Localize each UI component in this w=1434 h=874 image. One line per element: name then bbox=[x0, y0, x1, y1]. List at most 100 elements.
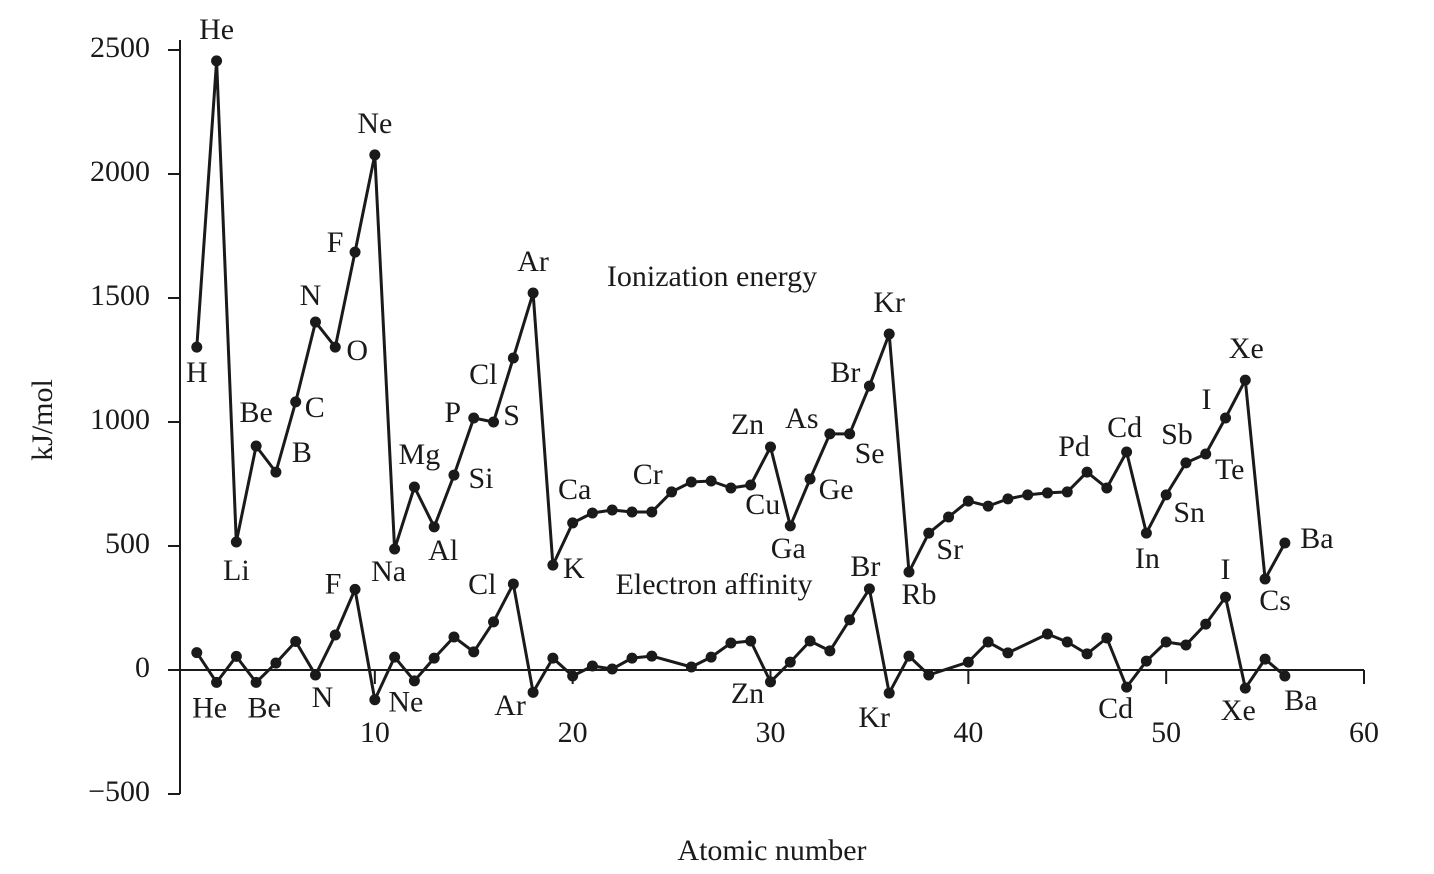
data-point bbox=[389, 651, 401, 663]
data-point bbox=[369, 149, 381, 161]
data-point bbox=[1200, 618, 1212, 630]
x-tick-label: 50 bbox=[1151, 716, 1181, 749]
point-label: Se bbox=[855, 437, 885, 470]
data-point bbox=[824, 428, 836, 440]
point-label: Be bbox=[247, 691, 280, 724]
data-point bbox=[250, 676, 262, 688]
data-point bbox=[1121, 446, 1133, 458]
data-point bbox=[211, 676, 223, 688]
series-name: Electron affinity bbox=[616, 568, 813, 601]
data-point bbox=[488, 616, 500, 628]
data-point bbox=[725, 637, 737, 649]
point-label: Ba bbox=[1284, 684, 1317, 717]
data-point bbox=[1160, 636, 1172, 648]
data-point bbox=[1180, 639, 1192, 651]
data-point bbox=[488, 416, 500, 428]
data-point bbox=[1002, 493, 1014, 505]
data-point bbox=[883, 687, 895, 699]
data-point bbox=[1101, 632, 1113, 644]
data-point bbox=[567, 517, 579, 529]
data-point bbox=[962, 656, 974, 668]
point-label: Cd bbox=[1098, 692, 1133, 725]
data-point bbox=[290, 635, 302, 647]
data-point bbox=[527, 686, 539, 698]
data-point bbox=[1239, 374, 1251, 386]
data-point bbox=[527, 287, 539, 299]
point-label: Ar bbox=[517, 245, 549, 278]
data-point bbox=[962, 495, 974, 507]
data-point bbox=[1002, 647, 1014, 659]
data-point bbox=[1081, 648, 1093, 660]
x-tick-label: 40 bbox=[953, 716, 983, 749]
data-point bbox=[349, 583, 361, 595]
point-label: Cl bbox=[469, 358, 497, 391]
y-tick-label: 0 bbox=[135, 651, 150, 684]
data-point bbox=[586, 660, 598, 672]
data-point bbox=[1220, 591, 1232, 603]
data-point bbox=[923, 669, 935, 681]
point-label: N bbox=[312, 681, 334, 714]
data-point bbox=[1121, 681, 1133, 693]
data-point bbox=[428, 652, 440, 664]
point-label: Cd bbox=[1107, 411, 1142, 444]
data-point bbox=[903, 650, 915, 662]
data-point bbox=[1140, 655, 1152, 667]
point-label: B bbox=[292, 436, 312, 469]
data-point bbox=[270, 466, 282, 478]
data-point bbox=[290, 396, 302, 408]
data-point bbox=[745, 479, 757, 491]
point-label: He bbox=[199, 13, 234, 46]
point-label: Ar bbox=[494, 689, 526, 722]
y-tick-label: 500 bbox=[105, 527, 150, 560]
point-label: Rb bbox=[901, 578, 936, 611]
data-point bbox=[1259, 573, 1271, 585]
data-point bbox=[982, 636, 994, 648]
series-name: Ionization energy bbox=[607, 260, 817, 293]
point-label: Ne bbox=[388, 686, 423, 719]
data-point bbox=[745, 635, 757, 647]
point-label: Ba bbox=[1300, 522, 1333, 555]
data-point bbox=[626, 506, 638, 518]
point-label: Mg bbox=[399, 438, 441, 471]
data-point bbox=[903, 566, 915, 578]
point-label: Ga bbox=[771, 532, 806, 565]
y-axis-label: kJ/mol bbox=[26, 379, 59, 461]
data-point bbox=[230, 650, 242, 662]
point-label: I bbox=[1221, 553, 1231, 586]
point-label: Cr bbox=[633, 458, 663, 491]
point-label: Cl bbox=[468, 568, 496, 601]
data-point bbox=[863, 380, 875, 392]
point-label: S bbox=[503, 399, 520, 432]
point-label: Sr bbox=[936, 533, 963, 566]
data-point bbox=[1041, 487, 1053, 499]
x-tick-label: 20 bbox=[558, 716, 588, 749]
point-label: H bbox=[186, 356, 208, 389]
data-point bbox=[1101, 482, 1113, 494]
point-label: Ge bbox=[819, 473, 854, 506]
data-point bbox=[725, 482, 737, 494]
y-tick-label: 2500 bbox=[90, 31, 150, 64]
data-point bbox=[1022, 489, 1034, 501]
data-point bbox=[685, 661, 697, 673]
data-point bbox=[586, 507, 598, 519]
data-point bbox=[507, 578, 519, 590]
point-label: Ne bbox=[357, 107, 392, 140]
point-label: P bbox=[444, 396, 461, 429]
point-label: Cs bbox=[1259, 584, 1291, 617]
data-point bbox=[824, 645, 836, 657]
data-point bbox=[606, 504, 618, 516]
point-label: Sn bbox=[1173, 496, 1205, 529]
data-point bbox=[1220, 412, 1232, 424]
data-point bbox=[1081, 466, 1093, 478]
data-point bbox=[448, 469, 460, 481]
data-point bbox=[448, 631, 460, 643]
point-label: Al bbox=[428, 534, 458, 567]
data-point bbox=[1180, 457, 1192, 469]
data-point bbox=[765, 441, 776, 453]
x-tick-label: 60 bbox=[1349, 716, 1379, 749]
point-label: Xe bbox=[1221, 694, 1256, 727]
point-label: Li bbox=[223, 554, 250, 587]
data-point bbox=[329, 629, 341, 641]
point-label: Zn bbox=[731, 677, 764, 710]
